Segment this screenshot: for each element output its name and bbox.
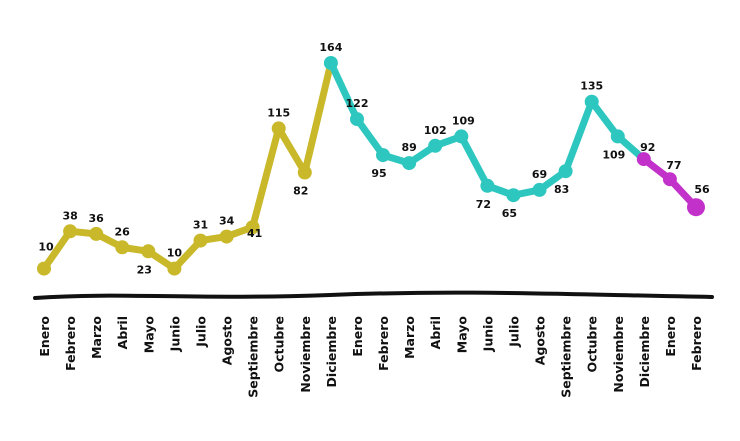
data-point <box>37 261 51 276</box>
data-point <box>323 56 338 70</box>
x-tick-label: Octubre <box>272 316 287 373</box>
data-point <box>245 220 260 235</box>
x-tick-label: Marzo <box>402 316 417 359</box>
data-point <box>480 178 495 193</box>
data-label: 77 <box>666 159 681 172</box>
data-point <box>558 164 573 179</box>
data-label: 72 <box>476 198 491 211</box>
x-tick-label: Julio <box>506 316 521 348</box>
x-tick-label: Mayo <box>141 316 156 354</box>
x-tick-label: Enero <box>350 316 365 357</box>
data-point <box>610 129 625 144</box>
series-lines <box>40 59 700 273</box>
x-tick-label: Septiembre <box>246 316 261 398</box>
data-label: 89 <box>401 141 416 154</box>
data-points <box>37 56 705 276</box>
x-tick-label: Abril <box>428 316 443 349</box>
data-label: 36 <box>89 212 105 225</box>
data-point <box>662 172 677 187</box>
x-tick-label: Agosto <box>533 316 548 366</box>
x-tick-label: Mayo <box>454 316 469 354</box>
data-label: 10 <box>167 247 183 260</box>
data-label: 65 <box>502 207 517 220</box>
x-tick-label: Febrero <box>689 316 704 371</box>
x-tick-label: Noviembre <box>298 316 313 393</box>
data-point <box>141 244 156 259</box>
series-line-segment-0 <box>40 59 335 273</box>
data-label: 82 <box>293 185 308 198</box>
data-point <box>454 129 469 144</box>
data-point <box>193 233 208 248</box>
x-tick-label: Agosto <box>220 316 235 366</box>
data-label: 102 <box>424 124 447 137</box>
data-label: 92 <box>640 141 655 154</box>
x-tick-label: Julio <box>194 316 209 348</box>
data-label: 34 <box>219 215 235 228</box>
data-point <box>219 229 234 244</box>
data-point <box>89 226 104 241</box>
data-labels: 10 38 36 26 23 10 31 34 41 115 82 164 122 95 89 102 109 7… <box>38 41 710 276</box>
x-tick-label: Noviembre <box>611 316 626 393</box>
data-label: 109 <box>452 114 475 127</box>
x-tick-label: Abril <box>115 316 130 349</box>
data-label: 69 <box>532 168 547 181</box>
data-label: 95 <box>371 167 386 180</box>
data-label: 135 <box>580 80 603 93</box>
data-point <box>350 112 364 127</box>
data-point <box>506 188 521 203</box>
data-label: 31 <box>193 219 208 232</box>
data-label: 38 <box>62 209 77 222</box>
data-point <box>687 198 705 217</box>
data-point <box>297 165 312 180</box>
data-point <box>271 121 286 136</box>
data-point <box>636 152 651 167</box>
x-tick-label: Febrero <box>376 316 391 371</box>
x-tick-label: Marzo <box>89 316 104 359</box>
data-label: 23 <box>137 263 152 276</box>
data-point <box>63 224 78 239</box>
x-tick-labels: Enero Febrero Marzo Abril Mayo Junio Julio Agos… <box>37 316 704 398</box>
x-axis-line <box>33 290 714 300</box>
data-label: 109 <box>602 148 625 161</box>
data-point <box>402 156 417 171</box>
data-label: 10 <box>38 241 54 254</box>
data-label: 115 <box>267 106 290 119</box>
x-tick-label: Octubre <box>585 316 600 373</box>
x-tick-label: Diciembre <box>324 316 339 387</box>
x-tick-label: Enero <box>37 316 52 357</box>
data-label: 26 <box>115 225 131 238</box>
x-tick-label: Septiembre <box>559 316 574 398</box>
x-tick-label: Junio <box>480 316 495 353</box>
data-label: 41 <box>247 227 262 240</box>
x-tick-label: Junio <box>167 316 182 353</box>
data-label: 83 <box>554 183 569 196</box>
x-tick-label: Diciembre <box>637 316 652 387</box>
data-point <box>428 138 443 153</box>
data-label: 122 <box>346 97 369 110</box>
data-point <box>584 94 599 109</box>
data-point <box>115 240 130 255</box>
data-point <box>376 148 390 163</box>
data-label: 164 <box>319 41 342 54</box>
data-point <box>532 182 547 197</box>
x-tick-label: Febrero <box>63 316 78 371</box>
x-tick-label: Enero <box>663 316 678 357</box>
data-label: 56 <box>694 183 710 196</box>
data-point <box>167 261 182 276</box>
